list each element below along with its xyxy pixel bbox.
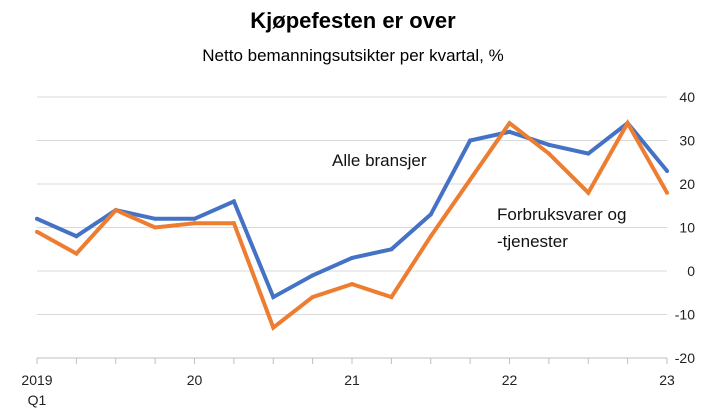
x-tick-label: 2019 — [21, 372, 52, 388]
x-tick-label: Q1 — [28, 392, 47, 408]
series-2-point — [310, 295, 315, 300]
series-1-point — [428, 212, 433, 217]
series-2-point — [665, 190, 669, 195]
series-1-point — [546, 142, 551, 147]
series-1-point — [231, 199, 236, 204]
series-2-point — [546, 151, 551, 156]
series-2-point — [507, 121, 512, 126]
x-tick-label: 23 — [659, 372, 675, 388]
y-tick-label: 20 — [679, 176, 695, 192]
series-1-point — [507, 129, 512, 134]
y-tick-label: 30 — [679, 133, 695, 149]
series-2-point — [350, 282, 354, 287]
series-2-point — [113, 208, 118, 213]
series-1-point — [74, 234, 79, 239]
series-1-point — [389, 247, 394, 252]
series-1-point — [468, 138, 473, 143]
series-points — [35, 121, 669, 330]
y-tick-label: -10 — [675, 307, 695, 323]
series-1-point — [271, 295, 276, 300]
series-1-point — [35, 216, 39, 221]
series-label-1: Alle bransjer — [332, 151, 427, 170]
y-axis-ticks: -20 -10 0 10 20 30 40 — [675, 89, 695, 366]
x-axis-ticks: 2019 Q1 20 21 22 23 — [21, 372, 675, 408]
chart-subtitle: Netto bemanningsutsikter per kvartal, % — [202, 46, 504, 65]
gridlines — [37, 96, 667, 315]
series-2-point — [428, 234, 433, 239]
series-2-point — [389, 295, 394, 300]
x-axis — [36, 357, 668, 364]
series-label-2: Forbruksvarer og — [497, 205, 626, 224]
series-2-point — [231, 221, 236, 226]
series-2-point — [468, 177, 473, 182]
series-2-point — [153, 225, 158, 230]
series-2-point — [625, 121, 630, 126]
series-1-point — [586, 151, 591, 156]
y-tick-label: -20 — [675, 350, 695, 366]
series-1-point — [310, 273, 315, 278]
series-2-point — [586, 190, 591, 195]
series-1-point — [665, 168, 669, 173]
series-1-point — [350, 255, 354, 260]
series-2-point — [192, 221, 197, 226]
y-tick-label: 40 — [679, 89, 695, 105]
chart-title: Kjøpefesten er over — [250, 8, 456, 33]
x-tick-label: 22 — [502, 372, 518, 388]
x-tick-label: 20 — [187, 372, 203, 388]
series-2-point — [74, 251, 79, 256]
series-2-point — [271, 325, 276, 330]
series-2-point — [35, 229, 39, 234]
series-label-2: -tjenester — [497, 232, 568, 251]
series-1-point — [153, 216, 158, 221]
x-tick-label: 21 — [344, 372, 360, 388]
series-labels: Alle bransjer Forbruksvarer og -tjenester — [332, 151, 626, 251]
y-tick-label: 10 — [679, 220, 695, 236]
series-1-point — [192, 216, 197, 221]
y-tick-label: 0 — [687, 263, 695, 279]
